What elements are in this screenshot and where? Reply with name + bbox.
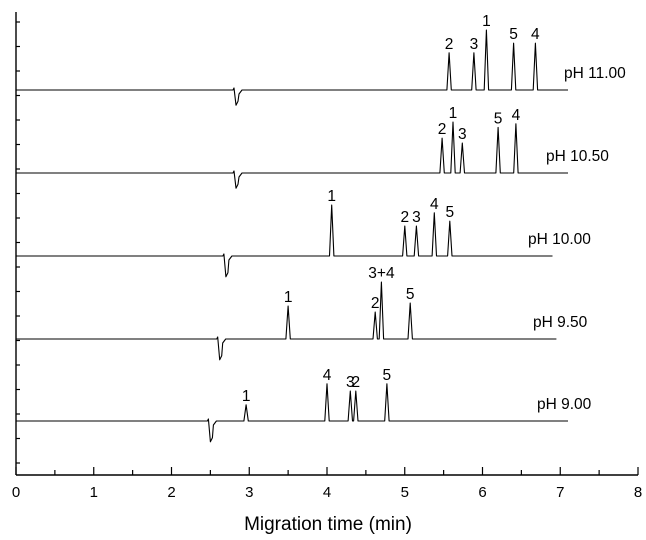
peak-label: 3 — [412, 209, 421, 226]
peak-label: 4 — [430, 196, 439, 213]
trace-line — [16, 281, 557, 361]
trace-line — [16, 204, 553, 278]
peak-label: 5 — [446, 204, 455, 221]
peak-label: 4 — [323, 367, 332, 384]
peak-label: 2 — [400, 209, 409, 226]
x-tick-label: 1 — [90, 484, 98, 501]
series-label: pH 10.00 — [528, 231, 591, 248]
x-tick-label: 2 — [167, 484, 175, 501]
x-tick-label: 7 — [556, 484, 564, 501]
peak-label: 1 — [327, 188, 336, 205]
x-tick-label: 8 — [634, 484, 642, 501]
peak-label: 2 — [351, 374, 360, 391]
peak-label: 2 — [371, 295, 380, 312]
x-axis-title: Migration time (min) — [244, 514, 412, 535]
peak-label: 3 — [458, 126, 467, 143]
trace-line — [16, 383, 568, 443]
x-tick-label: 5 — [401, 484, 409, 501]
peak-label: 5 — [509, 26, 518, 43]
series-label: pH 9.50 — [533, 314, 588, 331]
peak-label: 5 — [406, 286, 415, 303]
peak-label: 2 — [445, 36, 454, 53]
x-tick-label: 4 — [323, 484, 331, 501]
series-label: pH 10.50 — [546, 148, 609, 165]
trace-line — [16, 29, 568, 106]
x-tick-label: 3 — [245, 484, 253, 501]
x-tick-label: 6 — [478, 484, 486, 501]
peak-label: 1 — [449, 105, 458, 122]
peak-label: 2 — [438, 121, 447, 138]
peak-label: 1 — [482, 13, 491, 30]
peak-label: 1 — [284, 289, 293, 306]
series-label: pH 9.00 — [537, 396, 592, 413]
series-label: pH 11.00 — [564, 65, 626, 82]
peak-label: 1 — [242, 388, 251, 405]
peak-label: 4 — [512, 107, 521, 124]
peak-label: 5 — [494, 110, 503, 127]
peak-label: 3 — [470, 36, 479, 53]
x-tick-label: 0 — [12, 484, 20, 501]
peak-label: 3+4 — [368, 265, 395, 282]
peak-label: 5 — [383, 367, 392, 384]
peak-label: 4 — [531, 26, 540, 43]
traces — [16, 29, 568, 443]
trace-line — [16, 121, 568, 189]
peak-label: 3 — [346, 374, 355, 391]
